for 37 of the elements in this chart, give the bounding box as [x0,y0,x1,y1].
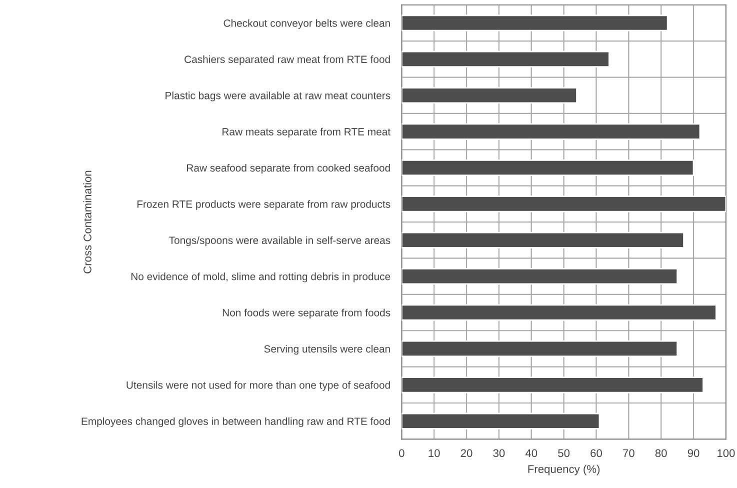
x-tick-label: 50 [558,449,570,458]
y-axis-title: Cross Contamination [83,170,92,274]
y-tick-label: Cashiers separated raw meat from RTE food [184,55,390,66]
bar [402,14,668,32]
x-tick-label: 10 [428,449,440,458]
bar [402,87,578,104]
x-tick-label: 30 [493,449,505,458]
x-tick-label: 70 [623,449,634,458]
x-tick-label: 60 [590,449,602,458]
y-tick-label: Serving utensils were clean [264,344,390,355]
bar [402,196,726,212]
x-tick-label: 80 [655,449,667,458]
y-tick-label: Plastic bags were available at raw meat counters [166,92,390,102]
x-tick-label: 40 [525,449,538,458]
y-tick-label: Checkout conveyor belts were clean [224,19,390,29]
y-tick-label: No evidence of mold, slime and rotting debris in produce [131,272,390,282]
bar [402,50,610,68]
y-tick-label: Raw meats separate from RTE meat [222,128,390,138]
bar [402,340,678,358]
y-tick-label: Raw seafood separate from cooked seafood [187,164,390,174]
x-axis-title: Frequency (%) [528,464,600,476]
x-tick-label: 90 [688,449,700,458]
x-tick-label: 20 [460,449,472,458]
y-tick-label: Tongs/spoons were available in self-serve areas [169,236,390,246]
y-tick-label: Utensils were not used for more than one type of seafood [126,381,390,391]
bar [402,304,717,321]
x-tick-label: 0 [399,449,404,458]
bar [402,412,600,430]
y-tick-label: Frozen RTE products were separate from raw products [137,200,390,210]
bar [402,376,704,394]
bar [402,123,701,140]
y-tick-label: Employees changed gloves in between handling raw and RTE food [82,417,390,428]
x-tick-label: 100 [718,449,735,458]
y-tick-label: Non foods were separate from foods [222,308,390,318]
bar [402,268,678,285]
bar [402,159,694,176]
bar [402,232,684,248]
